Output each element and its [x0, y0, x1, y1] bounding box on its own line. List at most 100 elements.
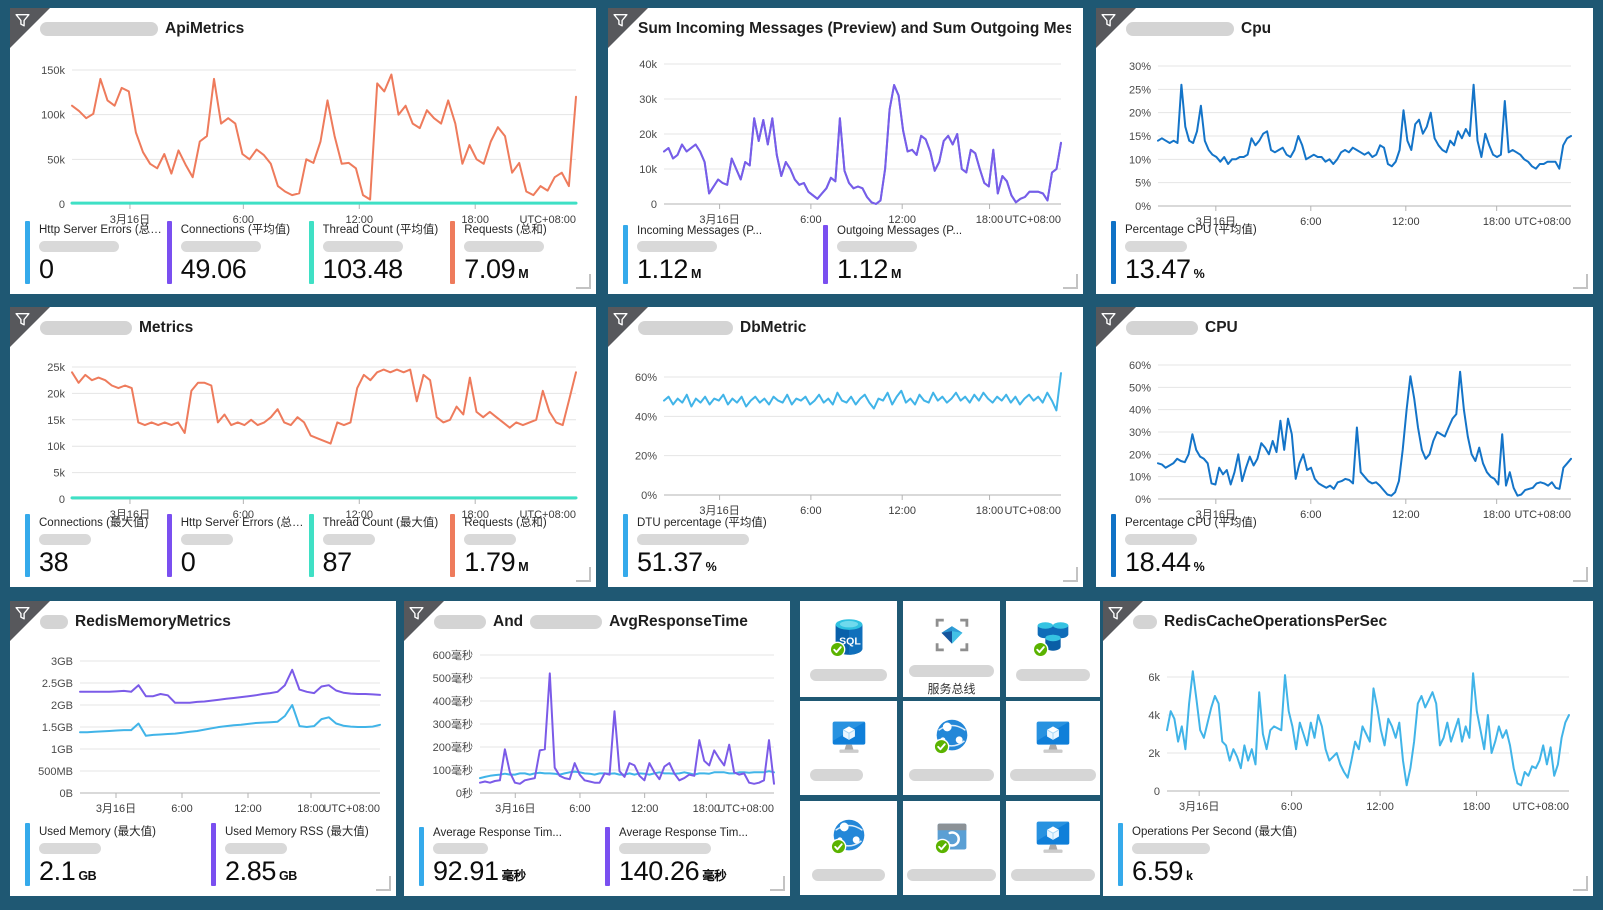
legend-item[interactable]: Thread Count (平均值) 103.48	[308, 221, 447, 284]
resource-tile-virtual-machine[interactable]	[1006, 801, 1100, 895]
filter-icon[interactable]	[1100, 311, 1117, 328]
svg-text:6:00: 6:00	[233, 509, 254, 521]
resize-handle[interactable]	[376, 876, 391, 891]
filter-icon[interactable]	[1107, 605, 1124, 622]
svg-text:18:00: 18:00	[461, 509, 489, 521]
resize-handle[interactable]	[770, 876, 785, 891]
legend-item[interactable]: Percentage CPU (平均值) 18.44%	[1111, 514, 1307, 577]
legend-label: Connections (最大值)	[39, 517, 149, 530]
redacted-resource-name	[809, 669, 888, 681]
svg-text:25k: 25k	[47, 362, 65, 374]
filter-icon[interactable]	[14, 311, 31, 328]
metric-tile-messages[interactable]: 40k 30k 20k 10k 0 3月16日 6:00 12:00 18:00 UTC+08:0…	[608, 8, 1083, 294]
filter-icon[interactable]	[14, 605, 31, 622]
legend-item[interactable]: Percentage CPU (平均值) 13.47%	[1111, 221, 1307, 284]
legend-color-bar	[623, 225, 628, 284]
legend-value: 87	[322, 547, 353, 578]
virtual-machine-icon	[1036, 721, 1070, 753]
metric-chart[interactable]: 600毫秒 500毫秒 400毫秒 300毫秒 200毫秒 100毫秒 0秒 3月16日 6:0…	[404, 601, 790, 896]
svg-text:0: 0	[59, 199, 65, 211]
svg-text:UTC+08:00: UTC+08:00	[1514, 216, 1571, 228]
resource-tile-virtual-machine[interactable]	[1006, 701, 1100, 795]
legend-unit: %	[1193, 560, 1205, 575]
legend-item[interactable]: DTU percentage (平均值) 51.37%	[623, 514, 819, 577]
legend-label: Incoming Messages (P...	[637, 225, 763, 238]
legend-item[interactable]: Average Response Tim... 140.26 毫秒	[605, 827, 787, 886]
resource-tile-webjob[interactable]	[903, 801, 1000, 895]
svg-text:100k: 100k	[41, 110, 65, 122]
legend-value: 49.06	[180, 254, 247, 285]
metric-chart[interactable]: 60% 40% 20% 0% 3月16日 6:00 12:00 18:00 UTC+08:00	[608, 307, 1083, 587]
metric-tile-redis-ops[interactable]: 6k 4k 2k 0 3月16日 6:00 12:00 18:00 UTC+08:00 Redi…	[1103, 601, 1593, 896]
metric-tile-cpu-top[interactable]: 30% 25% 20% 15% 10% 5% 0% 3月16日 6:00 12:00 18:00 UT…	[1096, 8, 1593, 294]
legend-item[interactable]: Http Server Errors (总和) 0	[25, 221, 163, 284]
legend-item[interactable]: Used Memory RSS (最大值) 2.85 GB	[211, 823, 393, 886]
legend-item[interactable]: Requests (总和) 7.09 M	[450, 221, 588, 284]
svg-text:20k: 20k	[47, 388, 65, 400]
metric-chart[interactable]: 40k 30k 20k 10k 0 3月16日 6:00 12:00 18:00 UTC+08:0…	[608, 8, 1083, 294]
legend-item[interactable]: Http Server Errors (总和) 0	[166, 514, 305, 578]
legend-item[interactable]: Requests (总和) 1.79 M	[450, 514, 588, 577]
legend-item[interactable]: Connections (平均值) 49.06	[166, 221, 305, 285]
resource-tile-service-bus[interactable]: 服务总线	[903, 601, 1000, 697]
redacted-resource-name	[1132, 843, 1210, 855]
metric-tile-avg-response-time[interactable]: 600毫秒 500毫秒 400毫秒 300毫秒 200毫秒 100毫秒 0秒 3月16日 6:0…	[404, 601, 790, 896]
filter-icon[interactable]	[612, 311, 629, 328]
svg-text:12:00: 12:00	[1366, 801, 1394, 813]
resize-handle[interactable]	[1063, 274, 1078, 289]
resize-handle[interactable]	[1573, 876, 1588, 891]
svg-text:40k: 40k	[639, 59, 657, 71]
resize-handle[interactable]	[576, 567, 591, 582]
legend-color-bar	[1118, 823, 1123, 886]
legend: Used Memory (最大值) 2.1 GB Used Memory RSS (…	[25, 823, 392, 886]
svg-text:6:00: 6:00	[1281, 801, 1302, 813]
redacted-resource-name	[464, 241, 545, 253]
legend-color-bar	[308, 221, 314, 284]
metric-tile-cpu-mid[interactable]: 60% 50% 40% 30% 20% 10% 0% 3月16日 6:00 12:00 18:00 U…	[1096, 307, 1593, 587]
metric-tile-redis-memory[interactable]: 3GB 2.5GB 2GB 1.5GB 1GB 500MB 0B 3月16日 6:00 12:00…	[10, 601, 396, 896]
filter-icon[interactable]	[408, 605, 425, 622]
virtual-machine-icon	[1036, 821, 1070, 853]
metric-chart[interactable]: 3GB 2.5GB 2GB 1.5GB 1GB 500MB 0B 3月16日 6:00 12:00…	[10, 601, 396, 896]
legend-item[interactable]: Incoming Messages (P... 1.12 M	[623, 225, 819, 284]
legend-item[interactable]: Used Memory (最大值) 2.1 GB	[25, 823, 207, 886]
resize-handle[interactable]	[1573, 567, 1588, 582]
svg-text:18:00: 18:00	[976, 214, 1004, 226]
legend-item[interactable]: Outgoing Messages (P... 1.12 M	[823, 225, 1019, 284]
metric-tile-dbmetric[interactable]: 60% 40% 20% 0% 3月16日 6:00 12:00 18:00 UTC+08:00 …	[608, 307, 1083, 587]
metric-tile-apimetrics[interactable]: 150k 100k 50k 0 3月16日 6:00 12:00 18:00 UTC+08:00…	[10, 8, 596, 294]
legend-unit: 毫秒	[702, 869, 727, 884]
svg-text:0%: 0%	[641, 490, 657, 502]
filter-icon[interactable]	[1100, 12, 1117, 29]
legend-color-bar	[211, 823, 216, 886]
svg-text:300毫秒: 300毫秒	[433, 717, 473, 731]
metric-chart[interactable]: 150k 100k 50k 0 3月16日 6:00 12:00 18:00 UTC+08:00	[10, 8, 596, 294]
svg-text:6:00: 6:00	[1300, 216, 1321, 228]
tile-title: RedisMemoryMetrics	[75, 613, 231, 630]
resize-handle[interactable]	[1573, 274, 1588, 289]
resource-tile-sql-database[interactable]: SQL	[800, 601, 897, 697]
legend-item[interactable]: Connections (最大值) 38	[25, 514, 163, 577]
metric-tile-metrics[interactable]: 25k 20k 15k 10k 5k 0 3月16日 6:00 12:00 18:00 UTC+08…	[10, 307, 596, 587]
metric-chart[interactable]: 25k 20k 15k 10k 5k 0 3月16日 6:00 12:00 18:00 UTC+08…	[10, 307, 596, 587]
legend-value: 0	[180, 547, 196, 578]
resize-handle[interactable]	[576, 274, 591, 289]
metric-chart[interactable]: 30% 25% 20% 15% 10% 5% 0% 3月16日 6:00 12:00 18:00 UT…	[1096, 8, 1593, 294]
legend-item[interactable]: Operations Per Second (最大值) 6.59 k	[1118, 823, 1348, 886]
resize-handle[interactable]	[1063, 567, 1078, 582]
legend-value: 13.47%	[1125, 254, 1205, 285]
filter-icon[interactable]	[14, 12, 31, 29]
legend: Percentage CPU (平均值) 18.44%	[1111, 514, 1589, 577]
resource-tile-sql-elastic-pool[interactable]	[1006, 601, 1100, 697]
metric-chart[interactable]: 6k 4k 2k 0 3月16日 6:00 12:00 18:00 UTC+08:00	[1103, 601, 1593, 896]
svg-text:3GB: 3GB	[51, 656, 73, 668]
metric-chart[interactable]: 60% 50% 40% 30% 20% 10% 0% 3月16日 6:00 12:00 18:00 U…	[1096, 307, 1593, 587]
resource-tile-app-service[interactable]	[800, 801, 897, 895]
filter-icon[interactable]	[612, 12, 629, 29]
legend-item[interactable]: Thread Count (最大值) 87	[308, 514, 447, 578]
legend: Connections (最大值) 38 Http Server Errors (…	[25, 514, 592, 577]
redacted-resource-name	[1010, 869, 1096, 881]
resource-tile-app-service[interactable]	[903, 701, 1000, 795]
legend-item[interactable]: Average Response Tim... 92.91 毫秒	[419, 827, 601, 886]
resource-tile-virtual-machine[interactable]	[800, 701, 897, 795]
